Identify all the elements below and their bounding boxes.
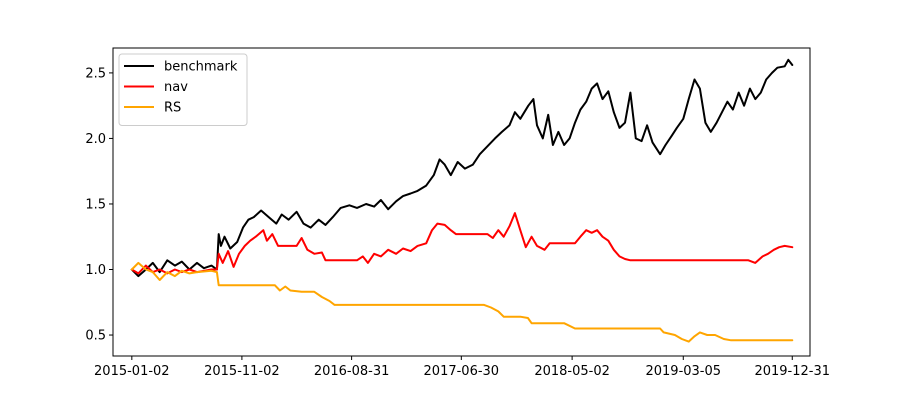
y-axis: 0.5 1.0 1.5 2.0 2.5 [85, 66, 113, 344]
x-tick-label: 2019-12-31 [754, 364, 830, 379]
series-line-rs [130, 261, 794, 343]
series-line-benchmark [130, 58, 794, 278]
y-tick-label: 1.5 [85, 197, 106, 212]
x-tick-label: 2016-08-31 [314, 364, 390, 379]
x-tick-label: 2015-01-02 [94, 364, 170, 379]
series-lines [130, 58, 794, 343]
x-tick-label: 2015-11-02 [204, 364, 280, 379]
legend-label-rs: RS [164, 101, 181, 116]
x-tick-label: 2017-06-30 [424, 364, 500, 379]
x-tick-label: 2018-05-02 [534, 364, 610, 379]
series-line-nav [130, 212, 794, 275]
x-tick-label: 2019-03-05 [645, 364, 721, 379]
y-tick-label: 1.0 [85, 263, 106, 278]
legend-label-benchmark: benchmark [164, 60, 238, 75]
legend: benchmark nav RS [118, 53, 248, 126]
y-tick-label: 2.5 [85, 66, 106, 81]
legend-label-nav: nav [164, 80, 188, 95]
x-axis: 2015-01-02 2015-11-02 2016-08-31 2017-06-30… [94, 356, 830, 379]
y-tick-label: 2.0 [85, 132, 106, 147]
y-tick-label: 0.5 [85, 329, 106, 344]
